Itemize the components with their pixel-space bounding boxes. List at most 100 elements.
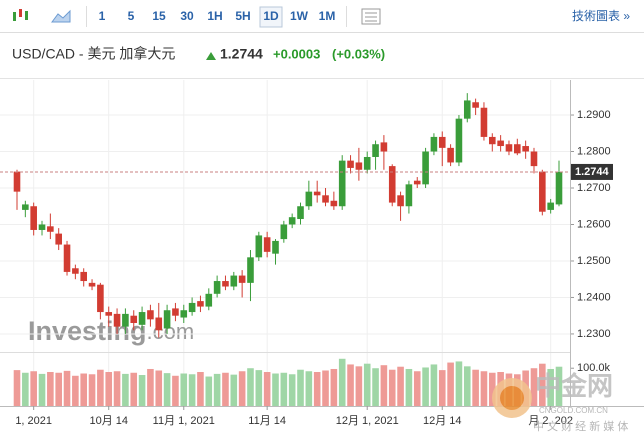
candle-body — [288, 217, 296, 225]
volume-bar — [180, 373, 188, 406]
volume-bar — [280, 372, 288, 406]
volume-bar — [80, 373, 88, 406]
y-tick-label: 1.2500 — [577, 255, 611, 267]
volume-bar — [72, 375, 79, 406]
quote-price: 1.2744 — [220, 46, 263, 62]
candle-body — [347, 160, 354, 168]
volume-bar — [30, 371, 37, 406]
interval-button[interactable]: 15 — [152, 9, 166, 23]
volume-bar — [13, 370, 21, 406]
candle-body — [363, 156, 371, 170]
candle-body — [330, 200, 338, 207]
volume-bar — [213, 373, 221, 406]
candle-body — [55, 233, 62, 245]
candle-body — [413, 180, 421, 185]
interval-button[interactable]: 1 — [99, 9, 106, 23]
candle-body — [105, 312, 113, 316]
quote-change: +0.0003 — [273, 46, 320, 61]
candle-body — [122, 313, 129, 327]
candle-icon[interactable] — [13, 9, 28, 21]
candle-body — [530, 151, 538, 167]
candle-body — [230, 275, 238, 287]
candle-body — [205, 293, 213, 307]
volume-bar — [472, 369, 479, 406]
candle-body — [172, 308, 179, 316]
interval-button[interactable]: 5 — [128, 9, 135, 23]
candle-body — [505, 144, 513, 152]
candle-body — [63, 244, 71, 272]
candle-body — [388, 166, 396, 203]
volume-bar — [297, 369, 304, 406]
cngold-slogan: 中 文 财 经 新 媒 体 — [533, 419, 628, 433]
cngold-watermark: 中金网 CNGOLD.COM.CN 中 文 财 经 新 媒 体 — [492, 371, 628, 433]
candle-body — [372, 144, 379, 157]
volume-bar — [113, 371, 121, 406]
table-icon[interactable] — [361, 8, 381, 25]
x-tick-label: 10月 14 — [89, 415, 128, 427]
candle-body — [480, 107, 488, 137]
candle-body — [280, 224, 288, 240]
candle-body — [72, 268, 79, 274]
candle-body — [472, 102, 479, 108]
y-tick-label: 1.2900 — [577, 109, 611, 121]
candle-body — [222, 281, 229, 287]
candle-body — [405, 184, 413, 207]
selected-interval-box — [259, 6, 283, 28]
candle-body — [297, 206, 304, 220]
interval-button[interactable]: 1W — [290, 9, 309, 23]
interval-button[interactable]: 1D — [263, 9, 279, 23]
candle-body — [238, 275, 246, 283]
candle-body — [422, 151, 429, 185]
y-tick-label: 1.2300 — [577, 328, 611, 340]
x-tick-label: 12月 1, 2021 — [336, 415, 399, 427]
candle-body — [514, 144, 521, 154]
area-icon[interactable] — [51, 9, 71, 23]
candle-body — [313, 191, 321, 196]
volume-bar — [247, 368, 254, 406]
candle-body — [322, 195, 329, 203]
volume-bar — [255, 370, 263, 406]
candle-body — [272, 240, 279, 254]
interval-button[interactable]: 5H — [235, 9, 250, 23]
candle-body — [497, 140, 504, 147]
y-tick-label: 1.2700 — [577, 182, 611, 194]
candle-body — [97, 284, 104, 313]
volume-bar — [188, 374, 196, 406]
volume-bar — [88, 374, 96, 406]
x-tick-label: 1, 2021 — [15, 415, 52, 427]
candle-body — [147, 310, 154, 320]
volume-bar — [163, 373, 171, 406]
volume-bar — [363, 363, 371, 406]
candle-body — [22, 204, 29, 210]
cngold-logo-inner — [500, 386, 524, 410]
candle-body — [338, 160, 346, 207]
candle-body — [247, 257, 254, 283]
candle-body — [188, 302, 196, 313]
x-tick-label: 月 2, 202 — [528, 415, 573, 427]
technical-chart-link[interactable]: 技術圖表 » — [572, 9, 630, 23]
volume-tick-label: 100.0k — [577, 362, 611, 374]
candle-body — [113, 313, 121, 327]
interval-button[interactable]: 30 — [180, 9, 194, 23]
volume-bar — [372, 368, 379, 406]
volume-bar — [222, 372, 229, 406]
candle-body — [463, 100, 471, 119]
candle-body — [263, 237, 271, 252]
x-tick-label: 12月 14 — [423, 415, 462, 427]
quote-title: USD/CAD - 美元 加拿大元 — [12, 46, 175, 62]
y-tick-label: 1.2600 — [577, 218, 611, 230]
volume-bar — [338, 358, 346, 406]
interval-button[interactable]: 1M — [319, 9, 336, 23]
volume-bar — [547, 368, 554, 406]
interval-button[interactable]: 1H — [207, 9, 222, 23]
volume-bar — [463, 366, 471, 406]
volume-bar — [355, 366, 363, 406]
candle-body — [255, 235, 263, 258]
candle-body — [138, 312, 146, 325]
candle-body — [539, 171, 546, 212]
candle-body — [430, 136, 438, 152]
candle-body — [455, 118, 463, 163]
candle-body — [438, 136, 446, 148]
volume-bar — [22, 372, 29, 406]
